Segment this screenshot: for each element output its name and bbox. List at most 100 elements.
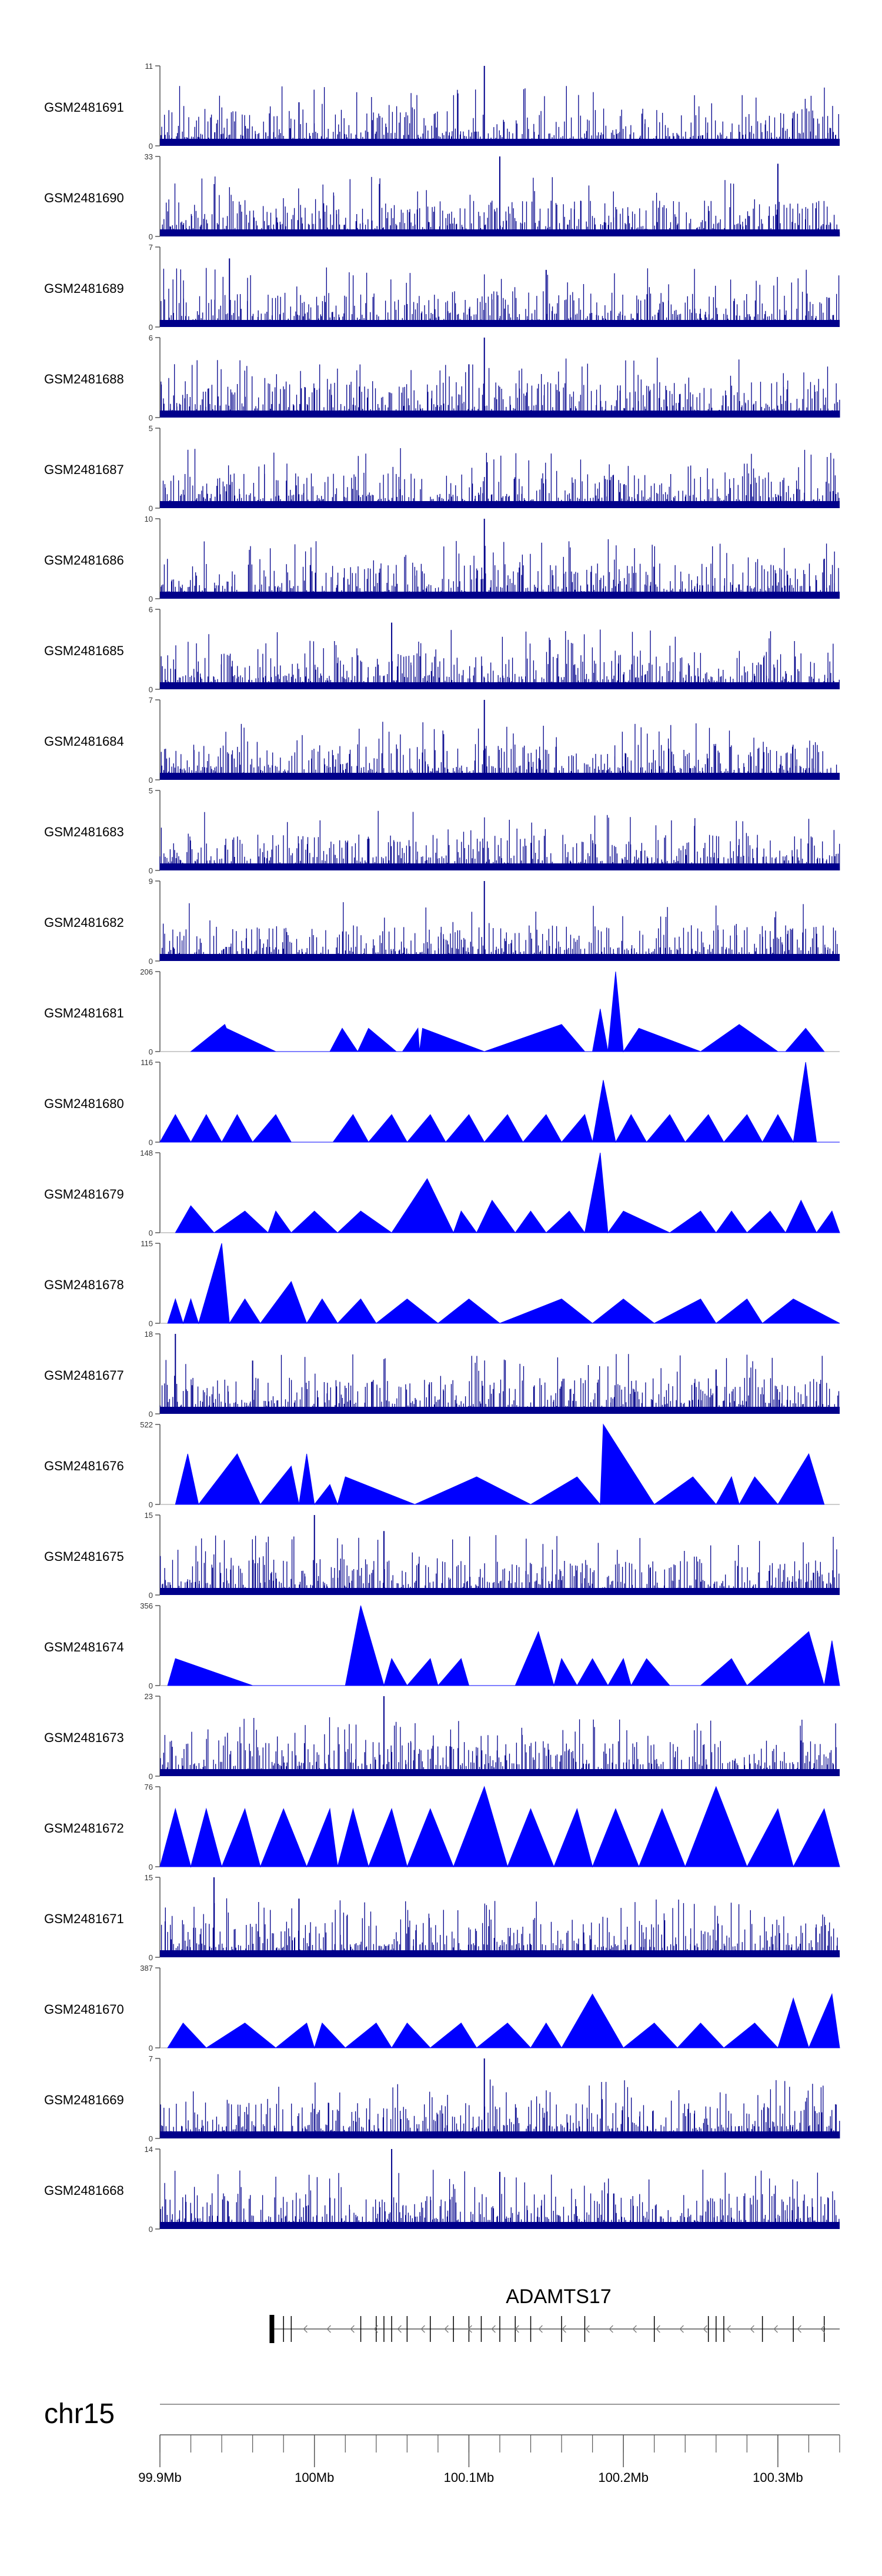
track-label: GSM2481678 xyxy=(44,1277,124,1292)
strand-arrow xyxy=(467,2325,472,2333)
y-max-label: 5 xyxy=(149,786,153,795)
track-label: GSM2481670 xyxy=(44,2002,124,2017)
chromosome-ideogram: chr15 xyxy=(44,2398,840,2430)
signal-floor xyxy=(160,682,840,689)
track-label: GSM2481676 xyxy=(44,1459,124,1473)
x-tick-label: 100.3Mb xyxy=(753,2470,803,2485)
signal-bars xyxy=(160,1898,840,1957)
track-GSM2481689: GSM2481689 7 0 xyxy=(44,243,840,332)
track-GSM2481676: GSM2481676 522 0 xyxy=(44,1420,840,1509)
y-max-label: 116 xyxy=(141,1058,153,1067)
y-min-label: 0 xyxy=(149,413,153,422)
track-label: GSM2481688 xyxy=(44,372,124,386)
strand-arrow xyxy=(773,2325,778,2333)
signal-bars xyxy=(160,1717,840,1776)
track-label: GSM2481669 xyxy=(44,2093,124,2107)
track-GSM2481680: GSM2481680 116 0 xyxy=(44,1058,840,1147)
strand-arrow xyxy=(585,2325,590,2333)
y-min-label: 0 xyxy=(149,1772,153,1781)
track-label: GSM2481680 xyxy=(44,1096,124,1111)
y-max-label: 15 xyxy=(145,1511,153,1520)
y-max-label: 6 xyxy=(149,333,153,342)
track-GSM2481678: GSM2481678 115 0 xyxy=(44,1239,840,1328)
signal-area xyxy=(175,1423,825,1506)
y-min-label: 0 xyxy=(149,504,153,513)
signal-area xyxy=(167,1243,840,1324)
y-max-label: 76 xyxy=(145,1783,153,1791)
track-GSM2481684: GSM2481684 7 0 xyxy=(44,696,840,785)
track-GSM2481681: GSM2481681 206 0 xyxy=(44,967,840,1056)
y-min-label: 0 xyxy=(149,595,153,603)
track-label: GSM2481668 xyxy=(44,2183,124,2198)
strand-arrow xyxy=(350,2325,355,2333)
y-max-label: 18 xyxy=(145,1330,153,1339)
y-max-label: 9 xyxy=(149,877,153,886)
track-GSM2481672: GSM2481672 76 0 xyxy=(44,1783,840,1871)
track-label: GSM2481684 xyxy=(44,734,124,749)
strand-arrow xyxy=(632,2325,637,2333)
strand-arrow xyxy=(750,2325,754,2333)
signal-bars xyxy=(161,539,839,599)
y-min-label: 0 xyxy=(149,1681,153,1690)
signal-floor xyxy=(160,501,840,508)
y-min-label: 0 xyxy=(149,776,153,785)
track-GSM2481669: GSM2481669 7 0 xyxy=(44,2054,840,2143)
strand-arrow xyxy=(820,2325,825,2333)
y-max-label: 5 xyxy=(149,424,153,433)
gene-label: ADAMTS17 xyxy=(506,2285,612,2308)
signal-area xyxy=(175,1152,840,1234)
track-label: GSM2481690 xyxy=(44,191,124,205)
track-label: GSM2481683 xyxy=(44,825,124,839)
y-max-label: 206 xyxy=(140,967,153,976)
x-tick-label: 100.1Mb xyxy=(444,2470,495,2485)
y-min-label: 0 xyxy=(149,957,153,966)
x-tick-label: 99.9Mb xyxy=(138,2470,181,2485)
y-min-label: 0 xyxy=(149,2225,153,2234)
y-max-label: 387 xyxy=(140,1964,153,1973)
y-min-label: 0 xyxy=(149,1047,153,1056)
signal-bars xyxy=(159,810,840,870)
y-max-label: 148 xyxy=(140,1149,153,1157)
strand-arrow xyxy=(609,2325,613,2333)
strand-arrow xyxy=(726,2325,731,2333)
strand-arrow xyxy=(562,2325,566,2333)
x-tick-label: 100.2Mb xyxy=(598,2470,649,2485)
signal-bars xyxy=(161,448,840,508)
signal-bars xyxy=(161,629,840,689)
y-min-label: 0 xyxy=(149,2044,153,2053)
chromosome-label: chr15 xyxy=(44,2398,115,2430)
y-min-label: 0 xyxy=(149,1953,153,1962)
track-GSM2481674: GSM2481674 356 0 xyxy=(44,1601,840,1690)
track-GSM2481668: GSM2481668 14 0 xyxy=(44,2145,840,2234)
signal-area xyxy=(159,1062,840,1143)
track-label: GSM2481682 xyxy=(44,915,124,930)
signal-bars xyxy=(161,267,840,327)
strand-arrow xyxy=(538,2325,543,2333)
signal-area xyxy=(167,1993,840,2049)
track-GSM2481687: GSM2481687 5 0 xyxy=(44,424,840,513)
track-GSM2481670: GSM2481670 387 0 xyxy=(44,1964,840,2053)
signal-bars xyxy=(160,86,839,146)
track-label: GSM2481691 xyxy=(44,100,124,115)
strand-arrow xyxy=(444,2325,449,2333)
y-min-label: 0 xyxy=(149,1500,153,1509)
gene-track: ADAMTS17 xyxy=(269,2285,840,2343)
track-label: GSM2481672 xyxy=(44,1821,124,1836)
strand-arrow xyxy=(420,2325,425,2333)
track-GSM2481685: GSM2481685 6 0 xyxy=(44,605,840,694)
strand-arrow xyxy=(656,2325,660,2333)
x-tick-label: 100Mb xyxy=(295,2470,334,2485)
signal-bars xyxy=(159,1354,840,1414)
track-GSM2481671: GSM2481671 15 0 xyxy=(44,1873,840,1962)
gene-utr-block xyxy=(269,2315,275,2343)
y-min-label: 0 xyxy=(149,866,153,875)
y-max-label: 7 xyxy=(149,243,153,252)
y-max-label: 33 xyxy=(145,152,153,161)
track-GSM2481686: GSM2481686 10 0 xyxy=(44,515,840,603)
y-max-label: 7 xyxy=(149,696,153,705)
track-label: GSM2481673 xyxy=(44,1730,124,1745)
y-max-label: 11 xyxy=(145,62,153,71)
track-label: GSM2481675 xyxy=(44,1549,124,1564)
